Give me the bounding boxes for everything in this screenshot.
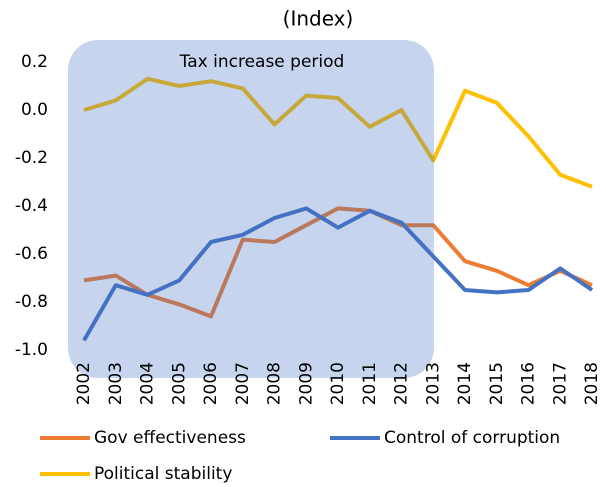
x-tick-label: 2013 — [423, 362, 443, 405]
x-tick-label: 2011 — [360, 362, 380, 405]
x-tick-label: 2007 — [233, 362, 253, 405]
x-tick-label: 2016 — [519, 362, 539, 405]
y-tick-label: -0.8 — [15, 292, 48, 312]
y-tick-label: -1.0 — [15, 340, 48, 360]
x-tick-label: 2008 — [265, 362, 285, 405]
series-line — [83, 76, 593, 189]
y-tick-label: -0.4 — [15, 196, 48, 216]
legend-label: Gov effectiveness — [94, 428, 246, 448]
x-tick-label: 2014 — [455, 362, 475, 405]
period-shading — [68, 40, 434, 378]
x-tick-label: 2015 — [487, 362, 507, 405]
x-tick-label: 2010 — [328, 362, 348, 405]
y-tick-label: 0.2 — [21, 52, 48, 72]
y-tick-label: -0.6 — [15, 244, 48, 264]
x-tick-label: 2017 — [550, 362, 570, 405]
y-tick-label: 0.0 — [21, 100, 48, 120]
series-line — [82, 206, 594, 342]
x-tick-label: 2003 — [106, 362, 126, 405]
legend-label: Political stability — [94, 464, 232, 484]
y-tick-label: -0.2 — [15, 148, 48, 168]
x-tick-label: 2018 — [582, 362, 602, 405]
chart-title: (Index) — [283, 7, 354, 31]
x-tick-label: 2012 — [392, 362, 412, 405]
plot — [82, 76, 594, 342]
legend-label: Control of corruption — [384, 428, 560, 448]
x-tick-label: 2005 — [169, 362, 189, 405]
x-tick-label: 2004 — [138, 362, 158, 405]
annotation: Tax increase period — [179, 52, 345, 72]
series-line — [83, 206, 593, 319]
x-tick-label: 2002 — [74, 362, 94, 405]
x-tick-label: 2006 — [201, 362, 221, 405]
x-tick-label: 2009 — [296, 362, 316, 405]
